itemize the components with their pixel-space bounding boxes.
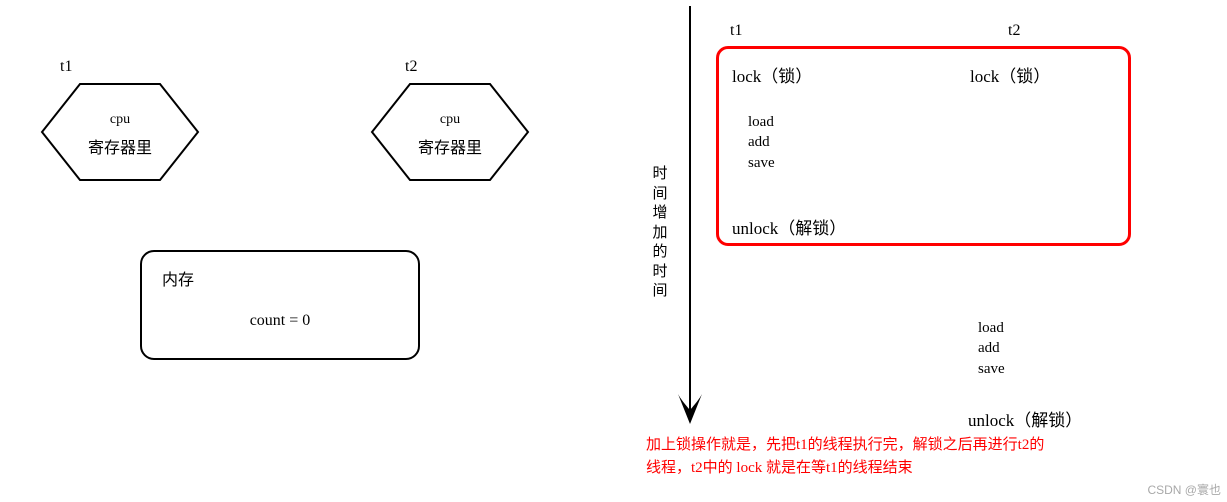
memory-count: count = 0 bbox=[162, 312, 398, 330]
hex2-cpu: cpu bbox=[370, 112, 530, 128]
op-t2-load: load bbox=[978, 318, 1005, 338]
lock-t1: lock（锁） bbox=[732, 62, 812, 87]
t2-label-right: t2 bbox=[1008, 22, 1020, 40]
ops-t1: load add save bbox=[748, 112, 775, 173]
t1-label-left: t1 bbox=[60, 58, 72, 76]
ops-t2: load add save bbox=[978, 318, 1005, 379]
left-diagram: t1 t2 cpu 寄存器里 cpu 寄存器里 内存 count = 0 bbox=[0, 0, 620, 502]
watermark: CSDN @寰也 bbox=[1147, 481, 1221, 498]
timeline-arrow bbox=[675, 4, 705, 434]
t1-label-right: t1 bbox=[730, 22, 742, 40]
hex1-reg: 寄存器里 bbox=[40, 134, 200, 158]
hex-shape-1 bbox=[40, 82, 200, 182]
caption-line2: 线程，t2中的 lock 就是在等t1的线程结束 bbox=[646, 457, 1206, 480]
right-diagram: 时间增加的时间 t1 t2 lock（锁） lock（锁） load add s… bbox=[620, 0, 1227, 502]
hex-shape-2 bbox=[370, 82, 530, 182]
memory-title: 内存 bbox=[162, 266, 398, 290]
memory-box: 内存 count = 0 bbox=[140, 250, 420, 360]
caption-line1: 加上锁操作就是，先把t1的线程执行完，解锁之后再进行t2的 bbox=[646, 434, 1206, 457]
unlock-t2: unlock（解锁） bbox=[968, 406, 1082, 431]
op-t2-save: save bbox=[978, 359, 1005, 379]
hex1-cpu: cpu bbox=[40, 112, 200, 128]
t2-label-left: t2 bbox=[405, 58, 417, 76]
unlock-t1: unlock（解锁） bbox=[732, 214, 846, 239]
timeline-label: 时间增加的时间 bbox=[650, 165, 670, 302]
hex2-reg: 寄存器里 bbox=[370, 134, 530, 158]
op-t1-load: load bbox=[748, 112, 775, 132]
cpu-hex-1: cpu 寄存器里 bbox=[40, 82, 200, 182]
op-t1-save: save bbox=[748, 153, 775, 173]
lock-t2: lock（锁） bbox=[970, 62, 1050, 87]
op-t2-add: add bbox=[978, 338, 1005, 358]
op-t1-add: add bbox=[748, 132, 775, 152]
caption: 加上锁操作就是，先把t1的线程执行完，解锁之后再进行t2的 线程，t2中的 lo… bbox=[646, 434, 1206, 479]
cpu-hex-2: cpu 寄存器里 bbox=[370, 82, 530, 182]
